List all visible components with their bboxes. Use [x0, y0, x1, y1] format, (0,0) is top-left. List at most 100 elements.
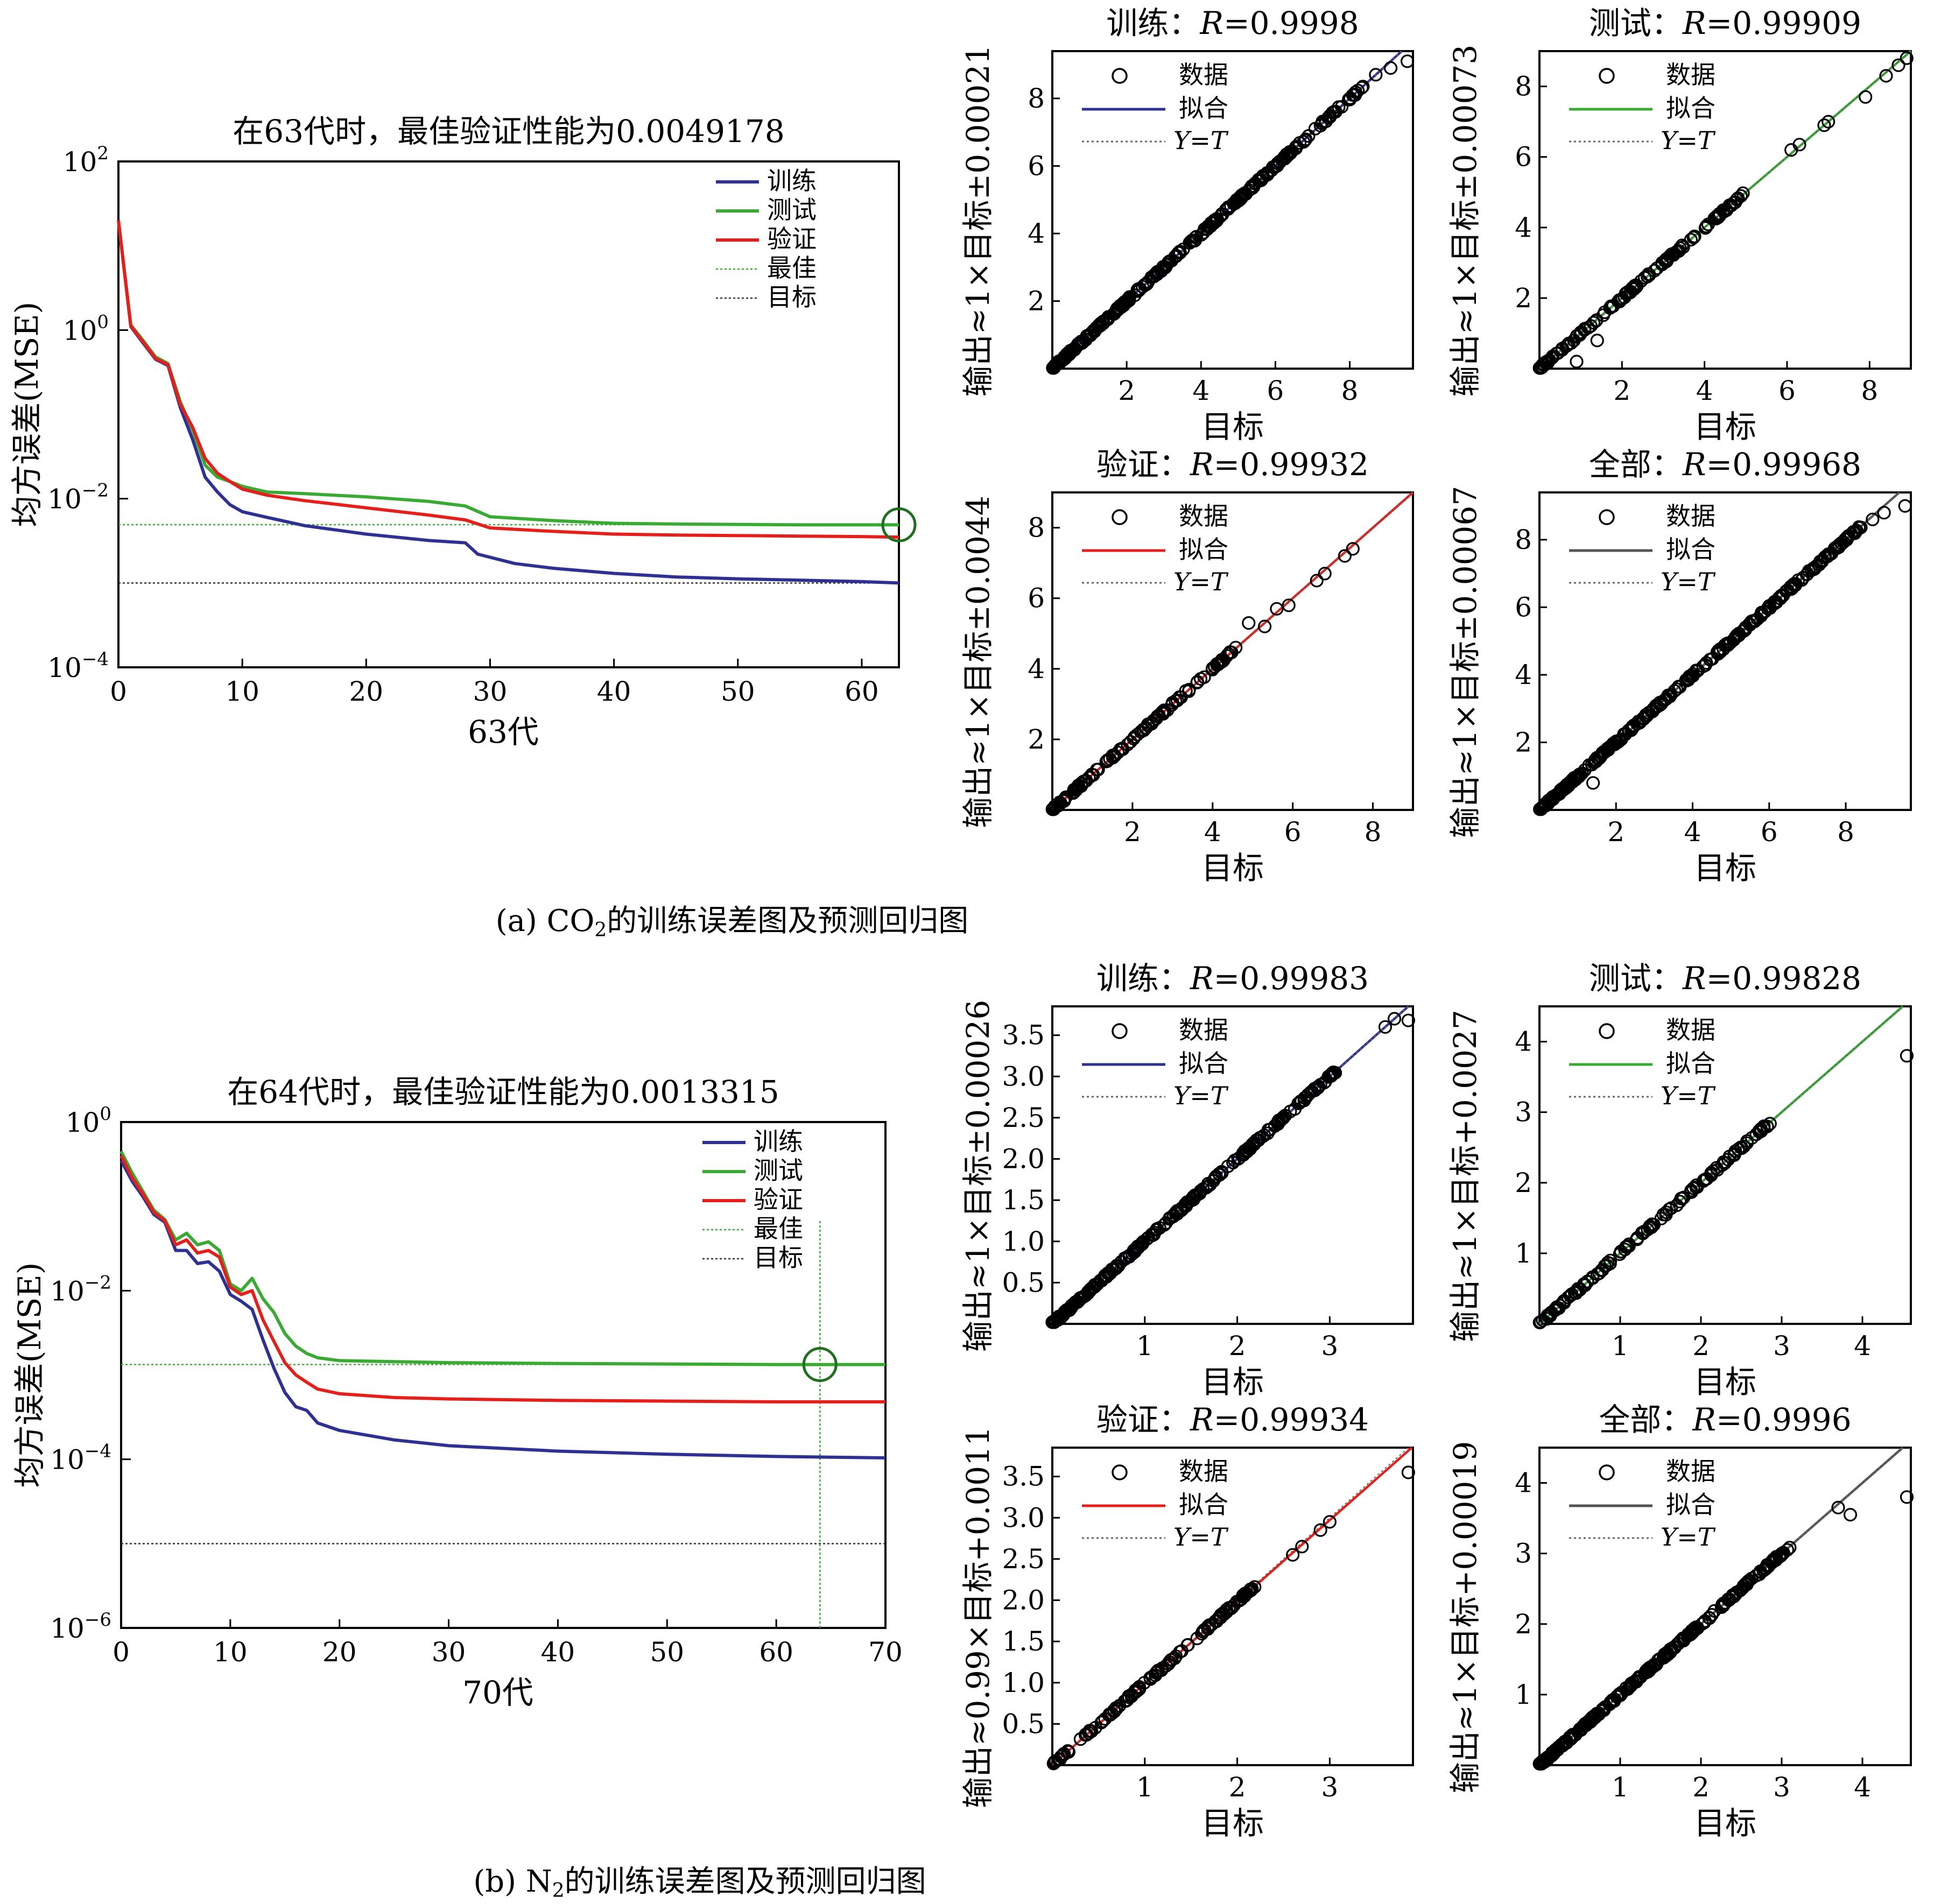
data-point	[1660, 253, 1674, 267]
y-tick-label: 10−4	[47, 648, 109, 683]
data-point	[1326, 1065, 1340, 1080]
data-point	[1159, 258, 1173, 272]
data-point	[1316, 115, 1330, 129]
x-tick-label: 4	[1204, 816, 1221, 848]
data-point	[1859, 90, 1873, 104]
data-point	[1053, 796, 1068, 810]
data-point	[1193, 672, 1208, 686]
x-tick-label: 2	[1229, 1772, 1246, 1803]
legend-label: 训练	[767, 166, 817, 195]
y-tick-label: 4	[1515, 1026, 1532, 1057]
y-tick-label: 3.0	[1002, 1502, 1045, 1533]
y-axis-label: 输出≈1×目标±0.00026	[960, 1000, 996, 1352]
y-axis-label: 均方误差(MSE)	[11, 1263, 48, 1488]
data-point	[1211, 213, 1225, 227]
data-point	[1297, 1094, 1311, 1108]
data-point	[1711, 646, 1725, 660]
y-tick-label: 1	[1515, 1679, 1532, 1710]
data-point	[1073, 1732, 1088, 1746]
y-tick-label: 3	[1515, 1097, 1532, 1128]
legend-data-label: 数据	[1179, 502, 1228, 531]
x-tick-label: 0	[110, 676, 127, 707]
legend-data-marker	[1599, 68, 1615, 84]
data-point	[1335, 100, 1349, 114]
legend-identity-label: Y=T	[1661, 1081, 1716, 1110]
data-point	[1175, 1644, 1188, 1658]
data-point	[1210, 658, 1224, 672]
data-point	[1558, 779, 1573, 794]
plot-frame	[1538, 491, 1912, 811]
x-tick-label: 1	[1136, 1772, 1154, 1803]
data-point	[1238, 1586, 1252, 1600]
data-point	[1212, 1611, 1226, 1625]
x-tick-label: 8	[1365, 816, 1382, 848]
data-point	[1310, 574, 1324, 588]
y-tick-label: 2	[1515, 1167, 1532, 1198]
data-point	[1898, 499, 1912, 513]
y-tick-label: 6	[1515, 142, 1532, 173]
data-point	[1151, 1663, 1165, 1677]
data-point	[1134, 725, 1148, 739]
data-point	[1776, 589, 1790, 603]
data-point	[1571, 1282, 1585, 1296]
x-tick-label: 20	[349, 676, 384, 707]
data-point	[1900, 1049, 1914, 1063]
y-tick-label: 2	[1028, 285, 1045, 316]
data-point	[1355, 81, 1369, 95]
data-point	[1539, 796, 1553, 810]
data-point	[1581, 1715, 1595, 1729]
x-axis-label: 目标	[1201, 850, 1264, 886]
y-axis-label: 输出≈1×目标+0.00019	[1447, 1441, 1483, 1794]
chart-title: 验证：R=0.99934	[1096, 1401, 1369, 1438]
data-point	[1540, 1751, 1554, 1765]
data-point	[1247, 1136, 1261, 1150]
data-point	[1775, 1547, 1790, 1561]
data-point	[1659, 1646, 1673, 1660]
x-tick-label: 40	[541, 1637, 575, 1668]
legend-fit-label: 拟合	[1666, 1490, 1715, 1519]
legend-data-label: 数据	[1666, 502, 1715, 531]
panel-a-regression-all: 全部：R=0.99968 2 4 6 8 2 4 6 8 目标 输出≈1×目标±0.00067 数据拟…	[1447, 446, 1912, 886]
data-point	[1628, 1674, 1642, 1688]
data-point	[1613, 294, 1627, 308]
data-point	[1804, 563, 1818, 577]
data-point	[1222, 200, 1236, 214]
data-point	[1638, 271, 1652, 285]
x-tick-label: 4	[1192, 375, 1209, 406]
data-point	[1233, 190, 1247, 204]
data-point	[1342, 92, 1356, 106]
legend-data-marker	[1112, 68, 1128, 84]
legend-data-label: 数据	[1179, 60, 1228, 89]
y-tick-label: 10−4	[50, 1441, 111, 1476]
chart-title: 全部：R=0.99968	[1589, 446, 1861, 483]
caption-b: (b) N2的训练误差图及预测回归图	[473, 1864, 926, 1902]
data-point	[1244, 179, 1259, 193]
x-tick-label: 10	[213, 1637, 248, 1668]
legend-label: 目标	[754, 1243, 803, 1272]
series-line-验证	[117, 220, 899, 539]
data-point	[1717, 1155, 1731, 1169]
legend-identity-label: Y=T	[1173, 567, 1229, 596]
data-point	[1729, 1585, 1743, 1599]
y-tick-label: 2	[1515, 727, 1532, 758]
x-tick-label: 0	[112, 1637, 130, 1668]
x-axis-label: 目标	[1694, 408, 1756, 445]
panel-b-regression-all: 全部：R=0.9996 1 2 3 4 1 2 3 4 目标 输出≈1×目标+0.00019 数据拟合…	[1447, 1401, 1914, 1842]
data-point	[1141, 717, 1155, 731]
data-point	[1048, 1755, 1062, 1769]
data-point	[1369, 68, 1383, 82]
data-point	[1572, 770, 1586, 784]
data-point	[1700, 1172, 1714, 1186]
data-point	[1157, 706, 1171, 720]
data-point	[1575, 766, 1589, 780]
x-tick-label: 2	[1692, 1772, 1710, 1803]
data-point	[1686, 230, 1700, 245]
data-point	[1817, 118, 1831, 132]
data-point	[1114, 742, 1128, 756]
x-tick-label: 2	[1613, 375, 1630, 406]
x-tick-label: 3	[1321, 1330, 1338, 1362]
data-point	[1145, 1228, 1159, 1242]
data-point	[1734, 189, 1748, 203]
data-point	[1673, 1195, 1687, 1209]
